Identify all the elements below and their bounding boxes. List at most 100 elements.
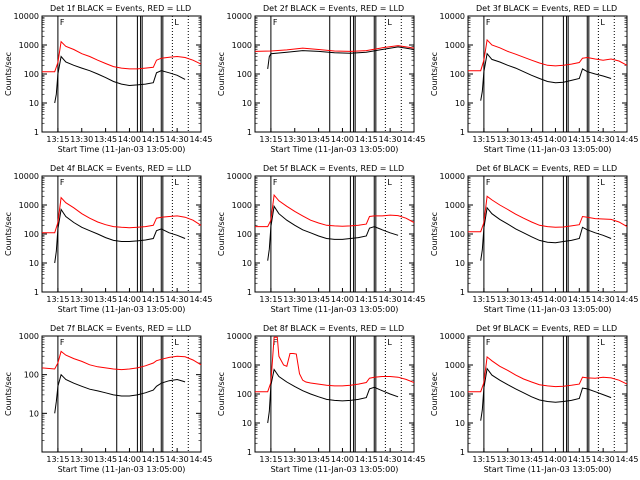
plot-frame bbox=[254, 15, 415, 133]
x-tick-label: 14:00 bbox=[544, 135, 567, 144]
plot-frame bbox=[467, 335, 628, 453]
x-tick-label: 14:15 bbox=[142, 295, 165, 304]
x-tick-label: 14:30 bbox=[166, 455, 189, 464]
chart-title: Det 7f BLACK = Events, RED = LLD bbox=[50, 324, 191, 333]
marker-label: F bbox=[60, 178, 65, 187]
y-tick-label: 10000 bbox=[440, 332, 465, 341]
series-line bbox=[54, 373, 186, 414]
marker-label: F bbox=[273, 178, 278, 187]
y-axis-label: Counts/sec bbox=[430, 52, 439, 96]
x-tick-label: 13:45 bbox=[307, 295, 330, 304]
y-tick-label: 10000 bbox=[14, 172, 39, 181]
x-tick-label: 14:15 bbox=[142, 455, 165, 464]
x-tick-label: 14:30 bbox=[592, 135, 615, 144]
x-tick-label: 14:30 bbox=[592, 295, 615, 304]
y-tick-label: 1000 bbox=[232, 201, 252, 210]
x-tick-label: 13:15 bbox=[472, 135, 495, 144]
x-axis-label: Start Time (11-Jan-03 13:05:00) bbox=[271, 465, 399, 474]
y-tick-label: 1 bbox=[34, 288, 39, 297]
x-tick-label: 13:30 bbox=[70, 455, 93, 464]
marker-label: L bbox=[387, 178, 392, 187]
plot-frame bbox=[467, 175, 628, 293]
x-tick-label: 14:00 bbox=[118, 295, 141, 304]
series-line bbox=[54, 208, 186, 264]
chart-title: Det 2f BLACK = Events, RED = LLD bbox=[263, 4, 404, 13]
marker-label: L bbox=[387, 338, 392, 347]
series-line bbox=[480, 206, 612, 261]
chart-panel: Det 6f BLACK = Events, RED = LLD 1 10 100 10… bbox=[430, 164, 639, 314]
x-tick-label: 14:15 bbox=[142, 135, 165, 144]
x-tick-label: 13:15 bbox=[472, 295, 495, 304]
plot-frame bbox=[41, 15, 202, 133]
marker-label: F bbox=[60, 18, 65, 27]
marker-label: L bbox=[174, 18, 179, 27]
y-tick-label: 1000 bbox=[445, 201, 465, 210]
x-tick-label: 14:00 bbox=[118, 455, 141, 464]
y-tick-label: 10 bbox=[455, 259, 465, 268]
chart-panel: Det 2f BLACK = Events, RED = LLD 1 10 100 10… bbox=[217, 4, 426, 154]
series-line bbox=[255, 336, 415, 393]
y-axis-label: Counts/sec bbox=[4, 52, 13, 96]
y-tick-label: 100 bbox=[450, 70, 465, 79]
y-tick-label: 10 bbox=[29, 99, 39, 108]
x-tick-label: 14:00 bbox=[544, 455, 567, 464]
x-tick-label: 14:00 bbox=[331, 455, 354, 464]
y-tick-label: 100 bbox=[237, 70, 252, 79]
x-tick-label: 13:45 bbox=[94, 135, 117, 144]
y-tick-label: 1 bbox=[247, 128, 252, 137]
x-axis-label: Start Time (11-Jan-03 13:05:00) bbox=[484, 465, 612, 474]
x-tick-label: 14:45 bbox=[402, 135, 425, 144]
x-axis-label: Start Time (11-Jan-03 13:05:00) bbox=[271, 145, 399, 154]
y-tick-label: 10000 bbox=[227, 12, 252, 21]
y-tick-label: 100 bbox=[24, 70, 39, 79]
x-axis-label: Start Time (11-Jan-03 13:05:00) bbox=[58, 465, 186, 474]
series-line bbox=[267, 368, 399, 424]
x-tick-label: 13:45 bbox=[307, 455, 330, 464]
x-tick-label: 13:30 bbox=[70, 135, 93, 144]
y-tick-label: 100 bbox=[450, 390, 465, 399]
chart-title: Det 8f BLACK = Events, RED = LLD bbox=[263, 324, 404, 333]
series-line bbox=[468, 38, 628, 72]
marker-label: L bbox=[600, 18, 605, 27]
x-tick-label: 13:45 bbox=[94, 455, 117, 464]
series-line bbox=[468, 195, 628, 233]
y-tick-label: 1 bbox=[460, 448, 465, 457]
x-tick-label: 14:00 bbox=[118, 135, 141, 144]
y-tick-label: 1 bbox=[247, 448, 252, 457]
y-tick-label: 1000 bbox=[19, 201, 39, 210]
chart-title: Det 5f BLACK = Events, RED = LLD bbox=[263, 164, 404, 173]
y-tick-label: 1 bbox=[34, 128, 39, 137]
chart-title: Det 6f BLACK = Events, RED = LLD bbox=[476, 164, 617, 173]
x-tick-label: 14:15 bbox=[355, 295, 378, 304]
x-tick-label: 13:45 bbox=[307, 135, 330, 144]
x-tick-label: 13:45 bbox=[520, 135, 543, 144]
x-tick-label: 13:30 bbox=[496, 135, 519, 144]
x-tick-label: 13:15 bbox=[46, 295, 69, 304]
y-tick-label: 1000 bbox=[232, 361, 252, 370]
chart-title: Det 4f BLACK = Events, RED = LLD bbox=[50, 164, 191, 173]
series-line bbox=[468, 355, 628, 393]
y-axis-label: Counts/sec bbox=[4, 372, 13, 416]
y-tick-label: 1 bbox=[247, 288, 252, 297]
x-tick-label: 14:15 bbox=[355, 455, 378, 464]
y-tick-label: 10000 bbox=[14, 12, 39, 21]
plot-frame bbox=[254, 175, 415, 293]
x-tick-label: 14:30 bbox=[379, 295, 402, 304]
x-tick-label: 14:45 bbox=[189, 295, 212, 304]
x-tick-label: 14:45 bbox=[615, 295, 638, 304]
x-tick-label: 13:30 bbox=[283, 135, 306, 144]
x-tick-label: 14:30 bbox=[166, 295, 189, 304]
x-tick-label: 14:45 bbox=[402, 295, 425, 304]
x-axis-label: Start Time (11-Jan-03 13:05:00) bbox=[58, 145, 186, 154]
y-tick-label: 100 bbox=[237, 390, 252, 399]
series-line bbox=[267, 204, 399, 261]
x-tick-label: 13:15 bbox=[259, 455, 282, 464]
chart-panel: Det 1f BLACK = Events, RED = LLD 1 10 100 10… bbox=[4, 4, 213, 154]
y-tick-label: 1000 bbox=[19, 332, 39, 341]
y-axis-label: Counts/sec bbox=[430, 372, 439, 416]
y-tick-label: 100 bbox=[450, 230, 465, 239]
x-tick-label: 14:15 bbox=[355, 135, 378, 144]
y-tick-label: 10 bbox=[29, 409, 39, 418]
x-tick-label: 14:30 bbox=[379, 455, 402, 464]
